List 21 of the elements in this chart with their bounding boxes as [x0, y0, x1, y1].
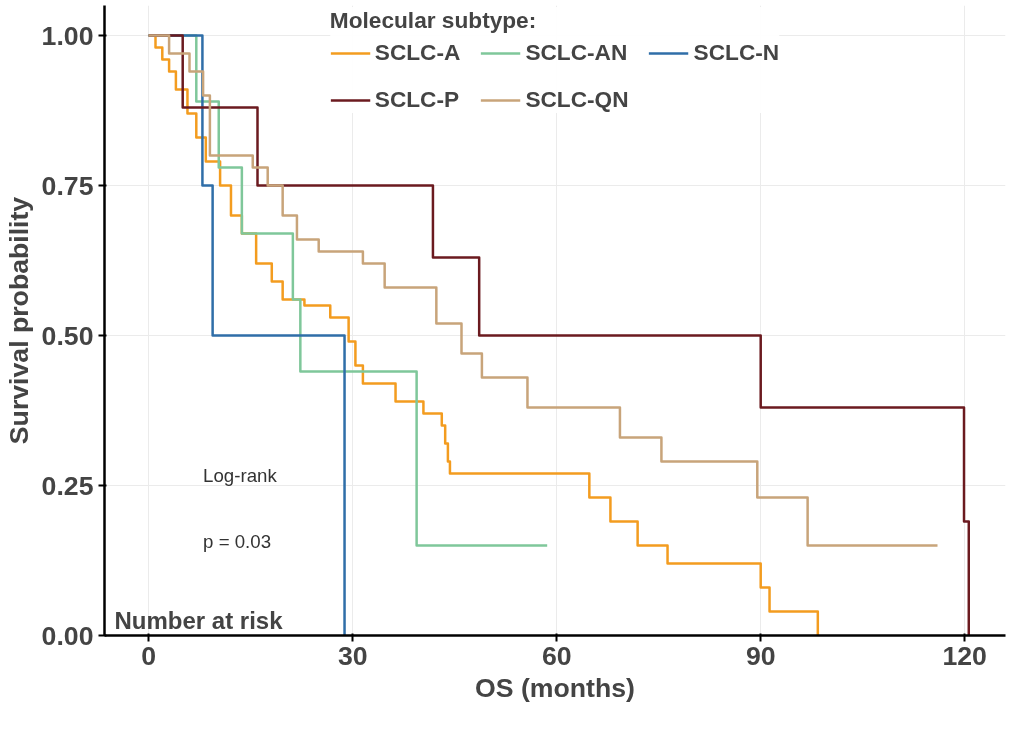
- annotation: p = 0.03: [203, 530, 272, 552]
- y-tick-label: 0.50: [41, 320, 94, 351]
- legend-label: SCLC-P: [374, 86, 460, 113]
- y-tick-label: 0.75: [41, 170, 94, 201]
- annotation: Log-rank: [203, 464, 278, 486]
- legend-label: SCLC-AN: [525, 39, 628, 66]
- y-tick-label: 0.25: [41, 470, 94, 501]
- x-tick-label: 30: [337, 640, 368, 671]
- x-tick-label: 120: [942, 640, 987, 671]
- y-axis-title: Survival probability: [3, 196, 34, 445]
- legend-label: SCLC-N: [693, 39, 780, 66]
- legend-label: SCLC-QN: [525, 86, 629, 113]
- x-axis-title: OS (months): [475, 672, 635, 703]
- y-tick-label: 1.00: [41, 20, 94, 51]
- x-tick-label: 60: [541, 640, 572, 671]
- x-tick-label: 90: [745, 640, 776, 671]
- legend-title: Molecular subtype:: [329, 7, 538, 34]
- annotation: Number at risk: [114, 606, 284, 634]
- legend-label: SCLC-A: [374, 39, 461, 66]
- x-tick-label: 0: [141, 640, 157, 671]
- y-tick-label: 0.00: [41, 620, 94, 651]
